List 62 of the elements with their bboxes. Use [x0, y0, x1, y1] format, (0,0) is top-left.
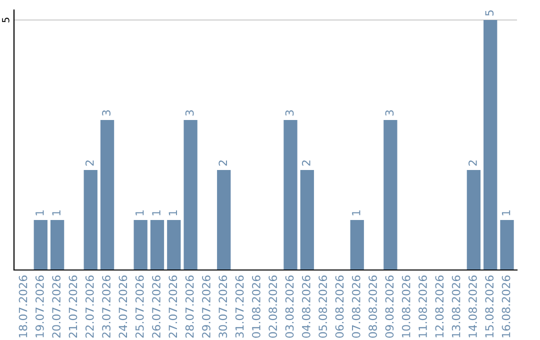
x-tick-label: 21.07.2026	[68, 276, 78, 338]
bar	[284, 120, 298, 270]
bar	[100, 120, 114, 270]
data-label: 1	[502, 210, 510, 216]
bar	[500, 220, 514, 270]
x-tick-label: 13.08.2026	[452, 276, 460, 338]
x-tick-label: 16.08.2026	[502, 276, 510, 338]
x-tick-label: 14.08.2026	[468, 276, 477, 338]
bar	[300, 170, 314, 270]
data-label: 1	[352, 210, 360, 216]
bar	[484, 20, 498, 270]
x-tick-label: 11.08.2026	[418, 276, 427, 338]
x-tick-label: 02.08.2026	[268, 276, 278, 338]
x-tick-label: 28.07.2026	[185, 276, 194, 338]
x-tick-label: 05.08.2026	[318, 276, 328, 338]
data-label: 2	[302, 160, 310, 166]
data-label: 3	[185, 110, 194, 116]
x-tick-label: 09.08.2026	[385, 276, 394, 338]
bar	[384, 120, 398, 270]
bar	[150, 220, 164, 270]
bar	[84, 170, 98, 270]
x-tick-label: 25.07.2026	[135, 276, 144, 338]
x-tick-label: 03.08.2026	[285, 276, 294, 338]
x-tick-label: 22.07.2026	[85, 276, 94, 338]
bar	[167, 220, 181, 270]
x-tick-label: 27.07.2026	[168, 276, 178, 338]
data-label: 2	[218, 160, 227, 166]
x-tick-label: 04.08.2026	[302, 276, 310, 338]
data-label: 1	[168, 210, 177, 216]
x-tick-label: 07.08.2026	[352, 276, 360, 338]
data-label: 1	[52, 210, 60, 216]
bar	[50, 220, 64, 270]
x-tick-label: 24.07.2026	[118, 276, 128, 338]
x-tick-label: 08.08.2026	[368, 276, 377, 338]
x-tick-label: 19.07.2026	[35, 276, 44, 338]
data-label: 3	[285, 110, 294, 116]
bar	[350, 220, 364, 270]
data-label: 3	[385, 110, 394, 116]
x-tick-label: 26.07.2026	[152, 276, 160, 338]
x-tick-label: 23.07.2026	[102, 276, 110, 338]
data-label: 1	[136, 210, 144, 216]
x-tick-label: 10.08.2026	[402, 276, 410, 338]
data-label: 2	[85, 160, 94, 166]
x-tick-label: 15.08.2026	[485, 276, 494, 338]
bar	[217, 170, 231, 270]
bar	[34, 220, 48, 270]
data-label: 1	[152, 210, 160, 216]
data-label: 1	[36, 210, 44, 216]
bar	[184, 120, 198, 270]
x-tick-label: 30.07.2026	[218, 276, 228, 338]
x-tick-label: 01.08.2026	[252, 276, 260, 338]
bar	[134, 220, 148, 270]
x-tick-label: 20.07.2026	[52, 276, 61, 338]
x-tick-label: 31.07.2026	[235, 276, 244, 338]
bar	[466, 170, 481, 270]
data-label: 2	[468, 160, 477, 166]
data-label: 5	[485, 10, 494, 16]
x-tick-label: 06.08.2026	[335, 276, 344, 338]
x-tick-label: 29.07.2026	[202, 276, 210, 338]
x-tick-label: 12.08.2026	[435, 276, 444, 338]
data-label: 3	[102, 110, 110, 116]
x-tick-label: 18.07.2026	[18, 276, 28, 338]
